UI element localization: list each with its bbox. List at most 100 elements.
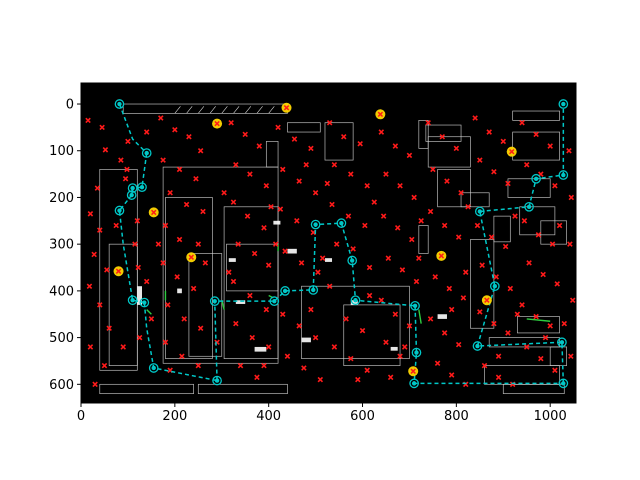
circle-point-12	[280, 286, 290, 296]
drawing-truss-5	[233, 106, 240, 114]
cross-point-203	[261, 362, 267, 369]
cross-point-132	[455, 341, 462, 348]
drawing-fixture-3	[350, 300, 358, 305]
circle-dot	[129, 192, 134, 198]
star-cross	[508, 148, 515, 155]
cross-point-171	[552, 367, 558, 374]
cross-point-22	[136, 334, 143, 341]
circle-point-21	[558, 378, 569, 389]
cross-point-78	[312, 334, 319, 341]
drawing-fixture-1	[254, 346, 267, 352]
drawing-room-25	[301, 285, 410, 359]
circle-dot	[130, 298, 135, 303]
cross-point-12	[106, 325, 112, 332]
cross-point-156	[547, 143, 553, 149]
cross-point-24	[172, 126, 178, 133]
cross-point-185	[418, 218, 424, 224]
drawing-truss-1	[186, 106, 193, 114]
cross-point-40	[197, 325, 204, 332]
cross-point-17	[134, 218, 141, 224]
drawing-room-11	[418, 120, 429, 149]
cross-point-122	[444, 178, 450, 184]
cross-point-92	[350, 246, 356, 252]
cross-point-57	[247, 292, 253, 299]
circle-ring	[310, 219, 321, 230]
cross-point-9	[104, 267, 110, 273]
cross-point-192	[226, 269, 232, 275]
drawing-room-14	[437, 169, 471, 208]
plot-area	[81, 83, 576, 403]
cross-point-191	[202, 260, 209, 266]
plot-background	[81, 83, 576, 403]
circle-point-1	[141, 148, 152, 158]
cross-point-101	[392, 143, 399, 149]
cross-point-4	[124, 166, 130, 173]
cross-point-125	[441, 222, 448, 229]
circle-ring	[558, 99, 569, 109]
cross-point-113	[392, 311, 399, 318]
cross-point-84	[357, 140, 363, 147]
route-path-4	[213, 289, 314, 381]
circle-point-7	[139, 297, 150, 308]
y-tick-label-2: 200	[49, 191, 74, 206]
circle-point-28	[558, 170, 569, 180]
circle-dot	[411, 381, 417, 386]
cross-point-0	[85, 117, 91, 124]
cross-point-90	[362, 222, 368, 229]
circle-ring	[472, 341, 483, 351]
cross-point-93	[366, 264, 373, 271]
cross-point-59	[233, 320, 239, 327]
x-tick-label-2: 400	[256, 409, 281, 424]
cross-point-62	[237, 362, 244, 369]
cross-point-27	[176, 166, 183, 173]
drawing-truss-8	[268, 106, 275, 114]
circle-point-15	[336, 218, 347, 228]
cross-point-188	[556, 222, 563, 229]
cross-point-68	[296, 178, 302, 184]
cross-point-104	[397, 183, 403, 189]
cross-point-144	[502, 243, 509, 250]
cross-point-79	[284, 353, 291, 360]
circle-point-24	[489, 281, 500, 292]
star-point-8	[408, 366, 419, 377]
cross-point-20	[143, 278, 150, 285]
circle-point-17	[350, 295, 361, 306]
cross-point-126	[455, 234, 462, 240]
drawing-room-5	[226, 243, 279, 292]
cross-point-151	[481, 362, 488, 369]
drawing-green-wall-4	[526, 318, 551, 322]
drawing-room-31	[549, 346, 567, 366]
cross-point-99	[364, 367, 370, 374]
cross-point-43	[195, 362, 202, 369]
circle-point-10	[209, 296, 220, 307]
drawing-fixture-9	[324, 258, 333, 262]
cross-point-194	[319, 255, 326, 261]
x-tick-label-4: 800	[444, 409, 469, 424]
cross-point-37	[190, 285, 197, 292]
cross-point-33	[176, 236, 183, 243]
cross-point-6	[87, 211, 94, 217]
axes-frame	[80, 82, 577, 404]
x-tick-label-0: 0	[77, 409, 85, 424]
circle-ring	[557, 337, 567, 348]
cross-point-64	[275, 124, 281, 131]
circle-ring	[411, 347, 422, 358]
circle-ring	[489, 281, 500, 292]
star-point-2	[375, 109, 386, 120]
cross-point-107	[394, 225, 401, 231]
circle-point-13	[308, 285, 319, 295]
circle-dot	[130, 185, 135, 191]
cross-point-71	[294, 218, 300, 224]
cross-point-96	[359, 327, 366, 334]
drawing-room-15	[512, 110, 560, 121]
circle-point-11	[269, 296, 280, 307]
circle-ring	[141, 148, 152, 158]
circle-dot	[412, 303, 418, 309]
cross-point-48	[247, 171, 253, 177]
circle-dot	[142, 300, 147, 305]
cross-point-164	[540, 271, 546, 278]
circle-dot	[414, 350, 419, 355]
cross-point-91	[333, 241, 340, 247]
cross-point-88	[329, 201, 335, 208]
cross-point-133	[434, 360, 441, 367]
